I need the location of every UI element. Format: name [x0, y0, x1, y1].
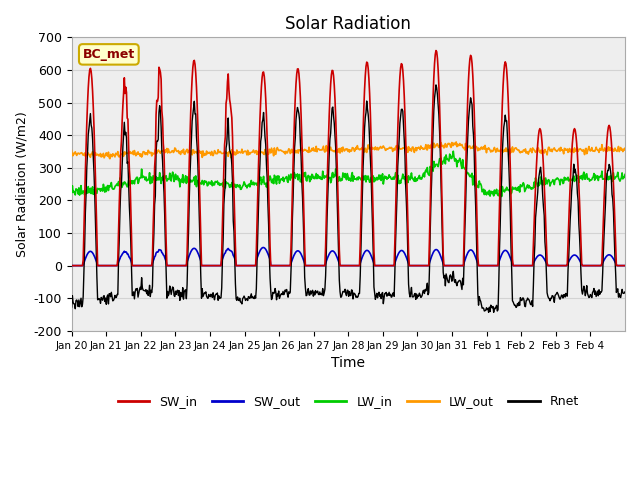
- X-axis label: Time: Time: [332, 356, 365, 370]
- Text: BC_met: BC_met: [83, 48, 135, 61]
- Y-axis label: Solar Radiation (W/m2): Solar Radiation (W/m2): [15, 111, 28, 257]
- Legend: SW_in, SW_out, LW_in, LW_out, Rnet: SW_in, SW_out, LW_in, LW_out, Rnet: [113, 390, 584, 413]
- Title: Solar Radiation: Solar Radiation: [285, 15, 412, 33]
